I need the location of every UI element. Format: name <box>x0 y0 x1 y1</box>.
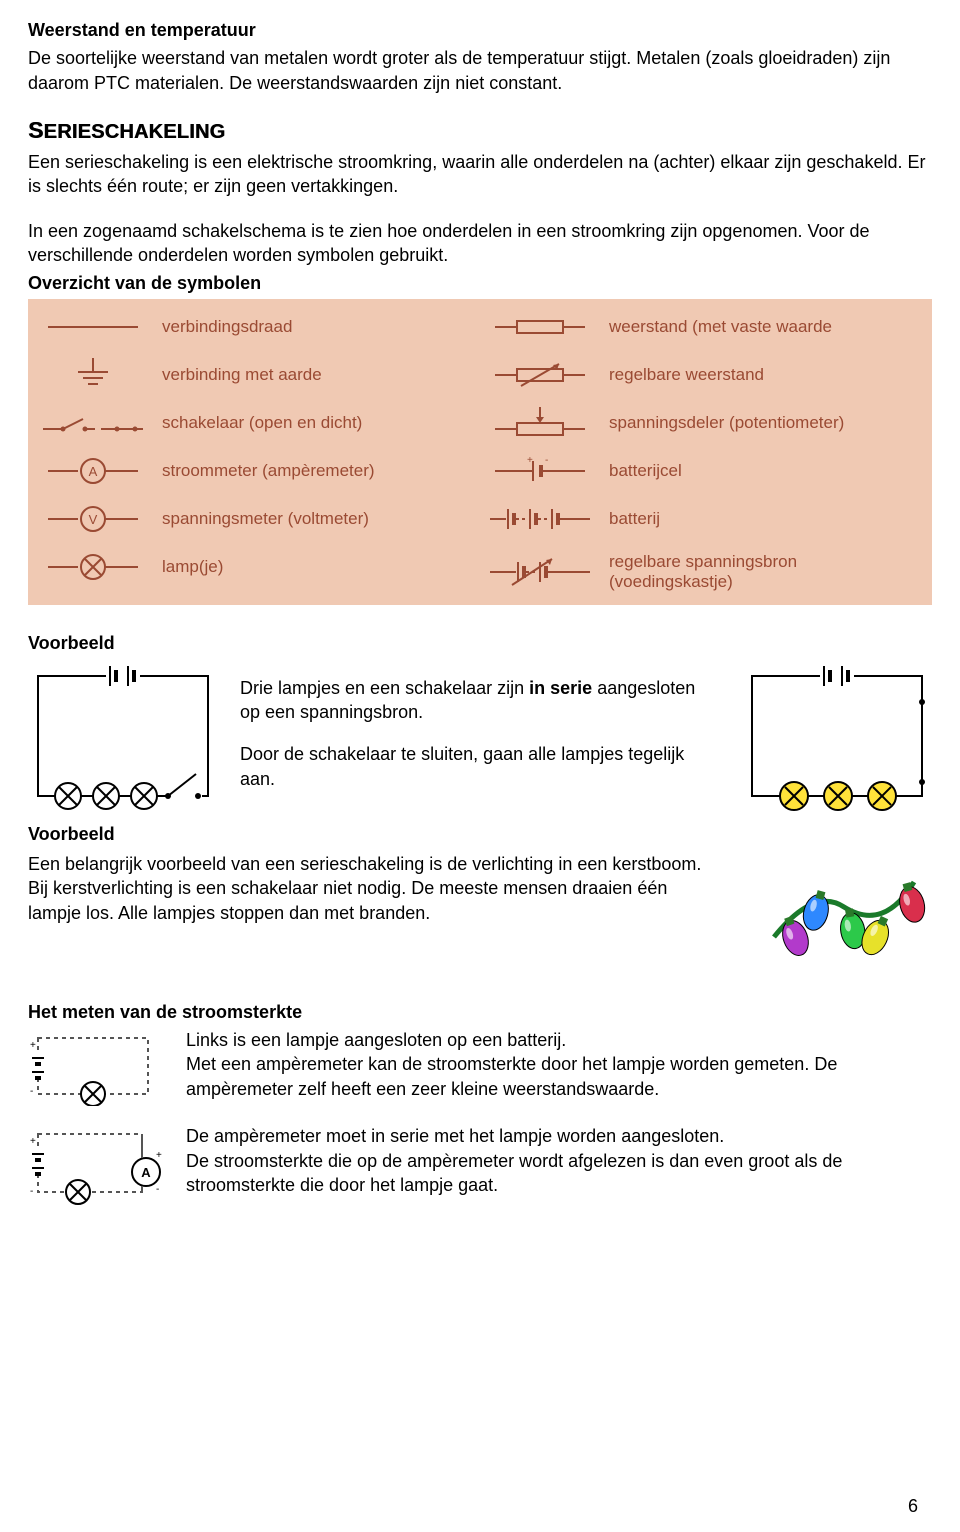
battery-icon <box>485 505 595 533</box>
example-text: Drie lampjes en een schakelaar zijn in s… <box>240 662 720 809</box>
resistor-icon <box>485 317 595 337</box>
variable-resistor-icon <box>485 362 595 388</box>
kerstboom-paragraph: Een belangrijk voorbeeld van een seriesc… <box>28 852 708 925</box>
wire-icon <box>38 321 148 333</box>
overzicht-heading: Overzicht van de symbolen <box>28 271 932 295</box>
symbol-row-voltmeter: V spanningsmeter (voltmeter) <box>38 499 475 539</box>
text-span: Drie lampjes en een schakelaar zijn <box>240 678 529 698</box>
symbol-label: weerstand (met vaste waarde <box>609 316 922 339</box>
circuit-open-diagram <box>28 662 218 812</box>
symbol-label: regelbare weerstand <box>609 364 922 387</box>
christmas-lights-icon <box>754 822 932 982</box>
symbol-row-battery: batterij <box>485 499 922 539</box>
symbol-label: schakelaar (open en dicht) <box>162 412 475 435</box>
meten-row-2: + - A + - De ampèremeter moet in serie met… <box>28 1124 932 1212</box>
meten-text-2: De ampèremeter moet in serie met het lam… <box>186 1124 932 1201</box>
symbol-row-resistor: weerstand (met vaste waarde <box>485 307 922 347</box>
text-bold-span: in serie <box>529 678 592 698</box>
svg-text:+: + <box>30 1040 36 1051</box>
symbol-label: verbindingsdraad <box>162 316 475 339</box>
example-line-1: Drie lampjes en een schakelaar zijn in s… <box>240 676 720 725</box>
circuit-closed-diagram <box>742 662 932 812</box>
symbol-label: batterij <box>609 508 922 531</box>
paragraph-resistance: De soortelijke weerstand van metalen wor… <box>28 46 932 95</box>
power-supply-icon <box>485 557 595 587</box>
symbol-label: regelbare spanningsbron (voedingskastje) <box>609 552 922 593</box>
circuit-lamp-diagram: +- <box>28 1028 168 1112</box>
voorbeeld-heading-2: Voorbeeld <box>28 822 732 846</box>
voltmeter-icon: V <box>38 505 148 533</box>
example-kerstboom-row: Voorbeeld Een belangrijk voorbeeld van e… <box>28 822 932 982</box>
svg-text:-: - <box>30 1186 33 1197</box>
symbol-overview-panel: verbindingsdraad verbinding met aarde sc… <box>28 299 932 605</box>
svg-text:V: V <box>89 512 98 527</box>
meten-paragraph-1: Links is een lampje aangesloten op een b… <box>186 1028 932 1101</box>
svg-text:+: + <box>30 1136 36 1147</box>
symbol-label: lamp(je) <box>162 556 475 579</box>
symbol-label: verbinding met aarde <box>162 364 475 387</box>
symbol-row-cell: +- batterijcel <box>485 451 922 491</box>
potentiometer-icon <box>485 407 595 439</box>
page-number: 6 <box>908 1494 918 1518</box>
symbol-column-right: weerstand (met vaste waarde regelbare we… <box>485 307 922 597</box>
svg-text:+: + <box>156 1150 162 1161</box>
circuit-lamp-ammeter-diagram: + - A + - <box>28 1124 168 1212</box>
symbol-label: stroommeter (ampèremeter) <box>162 460 475 483</box>
svg-text:-: - <box>545 457 548 466</box>
voorbeeld-heading-1: Voorbeeld <box>28 631 932 655</box>
ground-icon <box>38 358 148 392</box>
symbol-row-var-resistor: regelbare weerstand <box>485 355 922 395</box>
example-line-2: Door de schakelaar te sluiten, gaan alle… <box>240 742 720 791</box>
battery-cell-icon: +- <box>485 457 595 485</box>
symbol-label: batterijcel <box>609 460 922 483</box>
symbol-row-ammeter: A stroommeter (ampèremeter) <box>38 451 475 491</box>
example-series-row: Drie lampjes en een schakelaar zijn in s… <box>28 662 932 812</box>
heading-first-letter: S <box>28 117 44 143</box>
symbol-row-schakelaar: schakelaar (open en dicht) <box>38 403 475 443</box>
paragraph-schakelschema: In een zogenaamd schakelschema is te zie… <box>28 219 932 268</box>
symbol-label: spanningsmeter (voltmeter) <box>162 508 475 531</box>
lamp-icon <box>38 553 148 581</box>
heading-serieschakeling: SERIESCHAKELING <box>28 115 932 146</box>
symbol-column-left: verbindingsdraad verbinding met aarde sc… <box>38 307 475 597</box>
meten-paragraph-2: De ampèremeter moet in serie met het lam… <box>186 1124 932 1197</box>
switch-icon <box>38 411 148 435</box>
meten-heading: Het meten van de stroomsterkte <box>28 1000 932 1024</box>
svg-text:-: - <box>156 1184 159 1195</box>
symbol-row-verbindingsdraad: verbindingsdraad <box>38 307 475 347</box>
meten-text-1: Links is een lampje aangesloten op een b… <box>186 1028 932 1105</box>
symbol-row-aarde: verbinding met aarde <box>38 355 475 395</box>
svg-text:+: + <box>527 457 533 466</box>
meten-row-1: +- Links is een lampje aangesloten op ee… <box>28 1028 932 1112</box>
symbol-label: spanningsdeler (potentiometer) <box>609 412 922 435</box>
heading-resistance-temperature: Weerstand en temperatuur <box>28 18 932 42</box>
symbol-row-lamp: lamp(je) <box>38 547 475 587</box>
symbol-row-voeding: regelbare spanningsbron (voedingskastje) <box>485 547 922 597</box>
symbol-row-potentiometer: spanningsdeler (potentiometer) <box>485 403 922 443</box>
svg-text:A: A <box>89 464 98 479</box>
ammeter-icon: A <box>38 457 148 485</box>
heading-rest: ERIESCHAKELING <box>44 121 226 143</box>
svg-text:A: A <box>141 1165 151 1180</box>
paragraph-seriesch-def: Een serieschakeling is een elektrische s… <box>28 150 932 199</box>
svg-text:-: - <box>30 1086 33 1097</box>
